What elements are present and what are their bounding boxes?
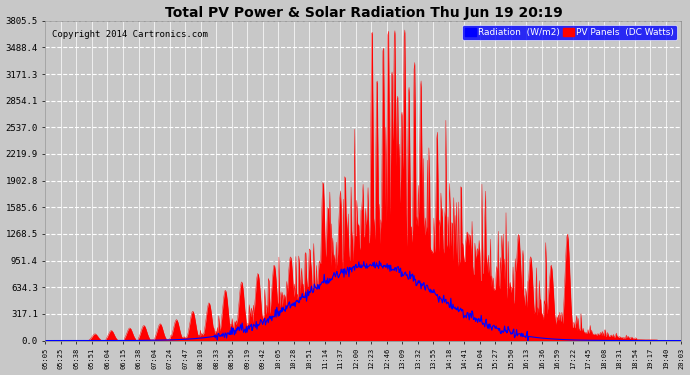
Title: Total PV Power & Solar Radiation Thu Jun 19 20:19: Total PV Power & Solar Radiation Thu Jun… [165, 6, 562, 20]
Legend: Radiation  (W/m2), PV Panels  (DC Watts): Radiation (W/m2), PV Panels (DC Watts) [462, 25, 677, 40]
Text: Copyright 2014 Cartronics.com: Copyright 2014 Cartronics.com [52, 30, 208, 39]
